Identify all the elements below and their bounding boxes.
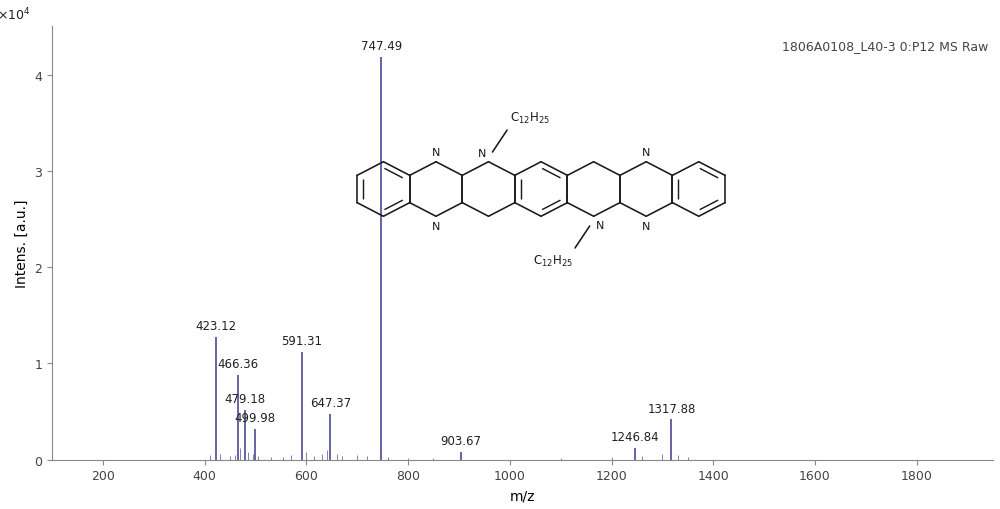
Text: 499.98: 499.98 <box>235 411 276 425</box>
Text: 423.12: 423.12 <box>196 319 237 332</box>
Text: 1246.84: 1246.84 <box>611 431 660 443</box>
Text: 747.49: 747.49 <box>361 40 402 53</box>
Text: 466.36: 466.36 <box>218 357 259 371</box>
Text: 1317.88: 1317.88 <box>647 402 696 415</box>
X-axis label: m/z: m/z <box>510 488 535 502</box>
Text: $\times$10$^4$: $\times$10$^4$ <box>0 7 31 23</box>
Text: 903.67: 903.67 <box>440 434 481 447</box>
Text: 1806A0108_L40-3 0:P12 MS Raw: 1806A0108_L40-3 0:P12 MS Raw <box>782 40 988 53</box>
Text: 647.37: 647.37 <box>310 396 351 409</box>
Y-axis label: Intens. [a.u.]: Intens. [a.u.] <box>15 200 29 288</box>
Text: 479.18: 479.18 <box>224 392 265 405</box>
Text: 591.31: 591.31 <box>281 334 322 348</box>
